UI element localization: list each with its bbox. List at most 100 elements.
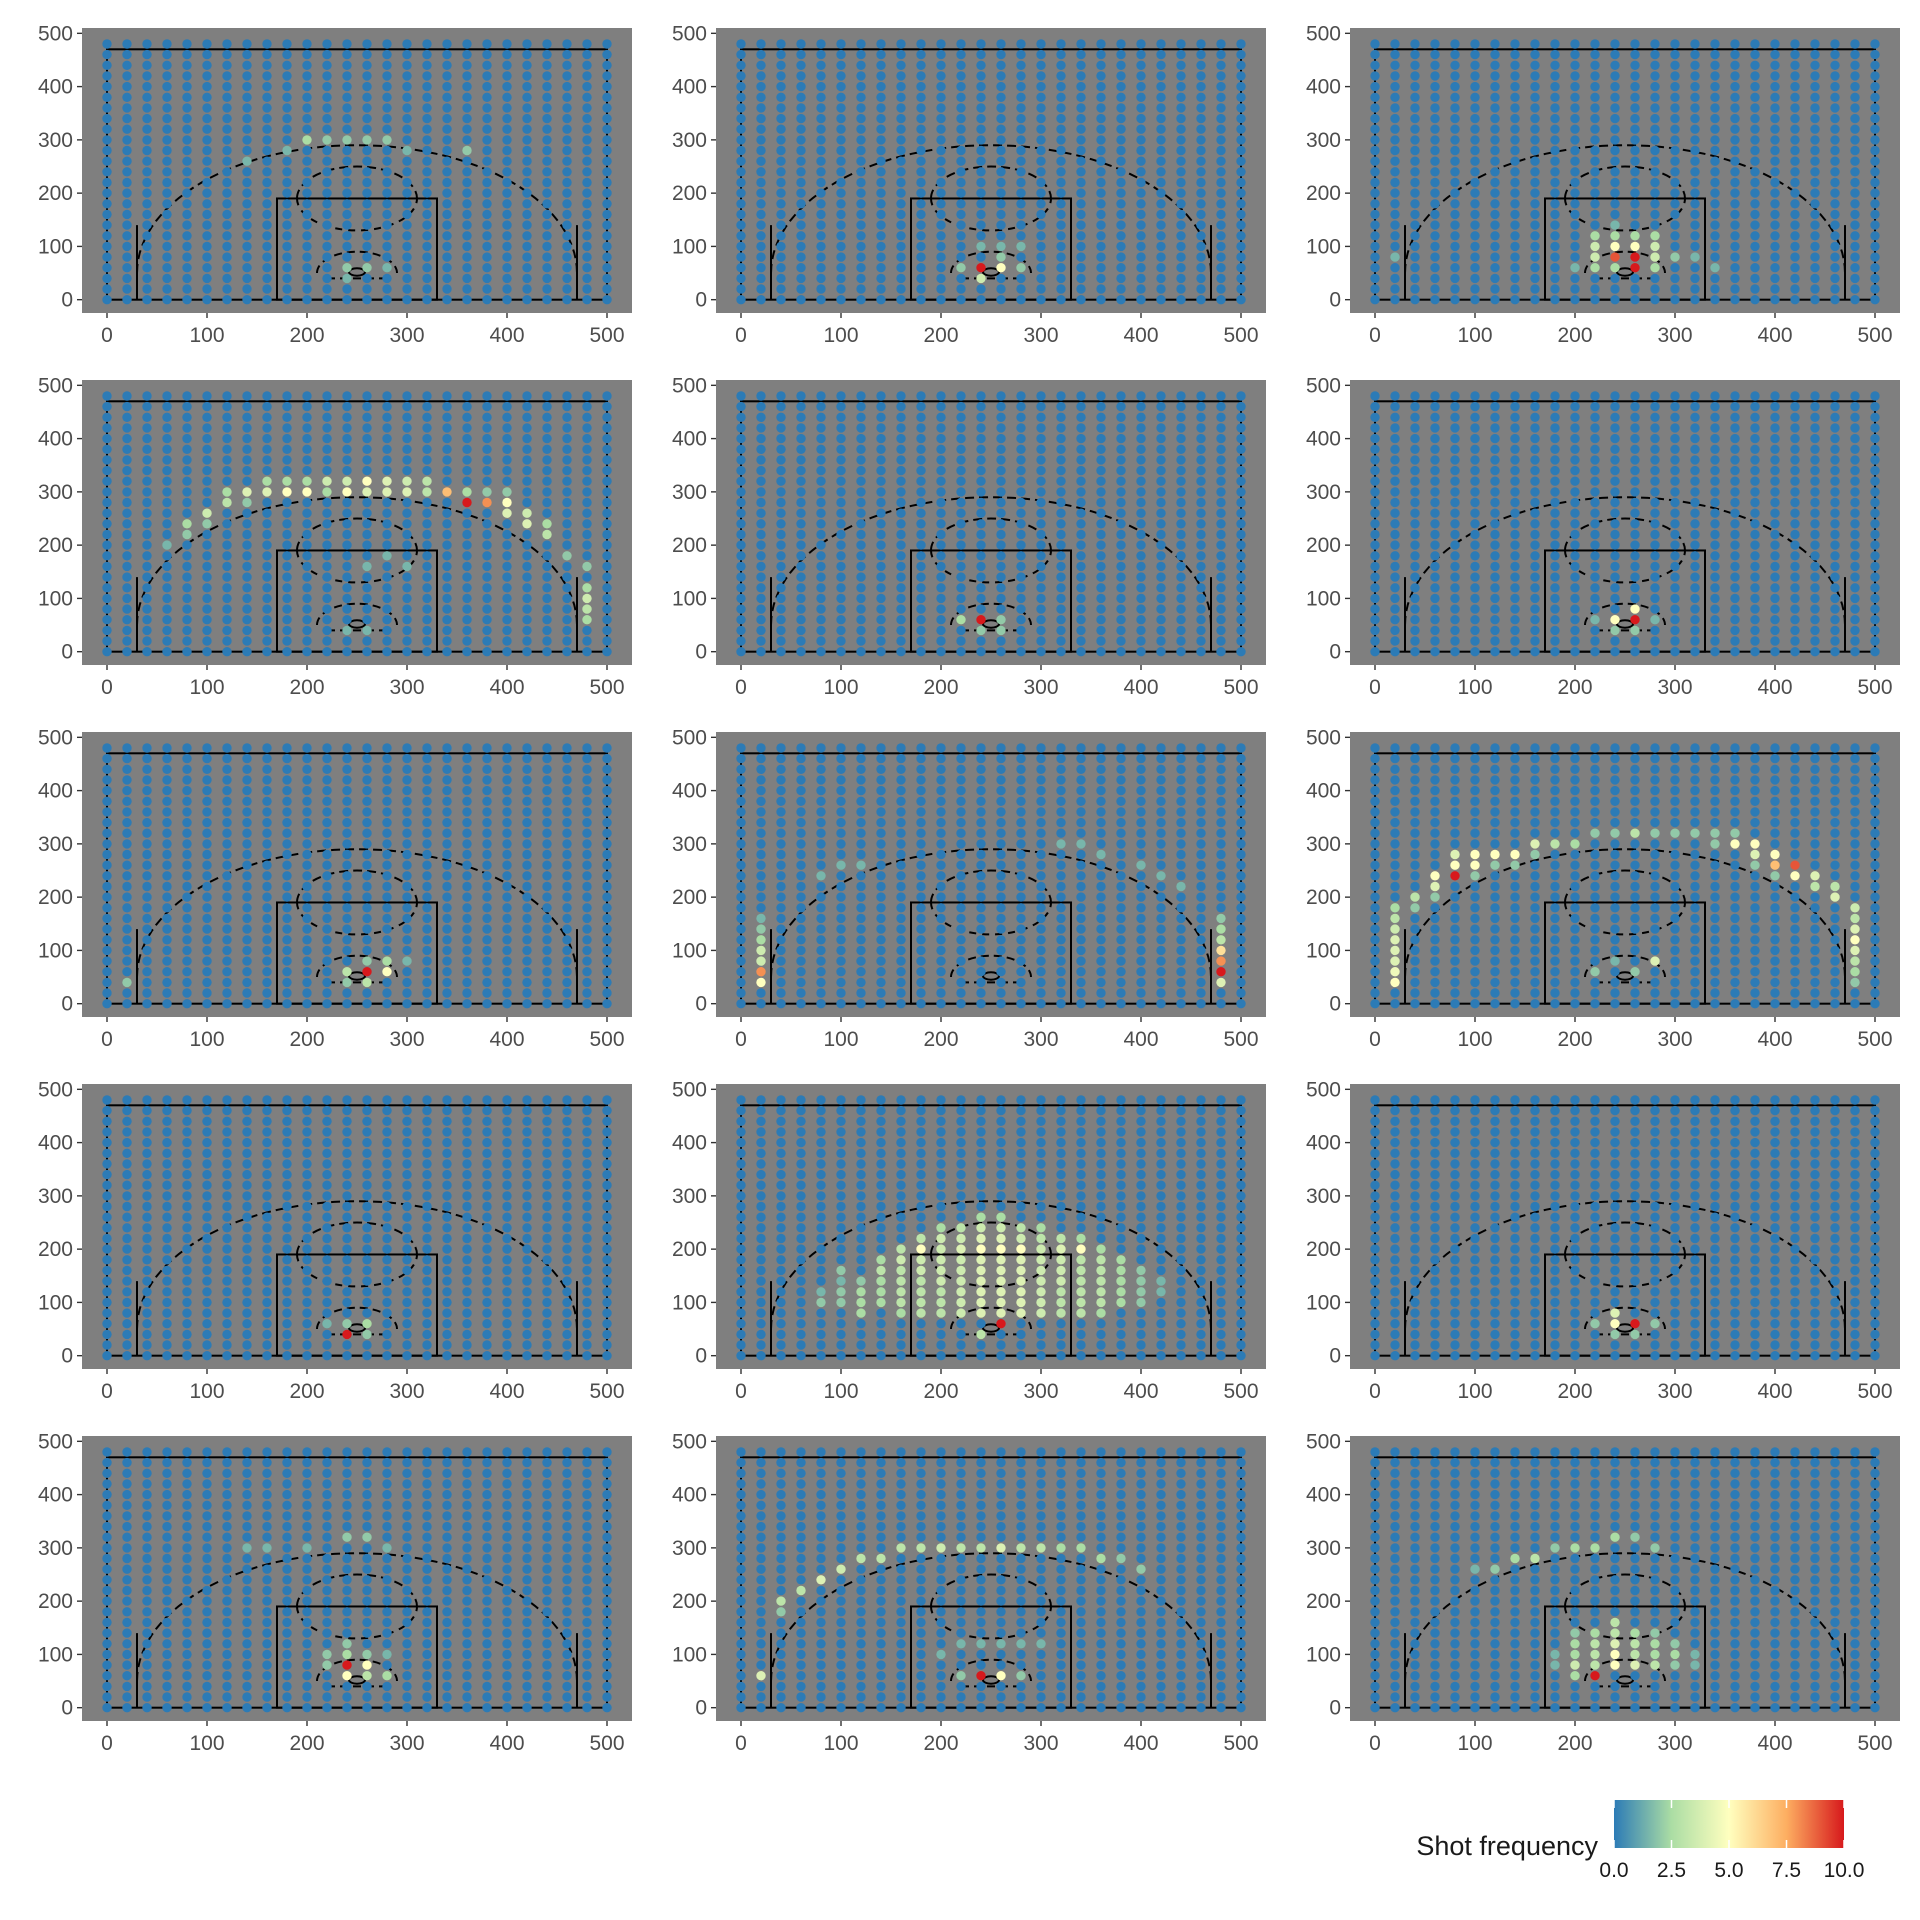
shot-point bbox=[936, 284, 946, 294]
shot-point bbox=[462, 156, 472, 166]
shot-point bbox=[542, 945, 552, 956]
shot-point bbox=[502, 988, 512, 998]
shot-point bbox=[756, 444, 766, 454]
shot-point bbox=[1690, 92, 1700, 103]
shot-point bbox=[976, 103, 986, 113]
shot-point bbox=[602, 625, 612, 636]
shot-point bbox=[142, 529, 152, 540]
shot-point bbox=[162, 49, 172, 60]
shot-point bbox=[542, 977, 552, 988]
shot-point bbox=[1830, 391, 1840, 401]
shot-point bbox=[1750, 135, 1760, 145]
shot-point bbox=[1116, 156, 1126, 166]
shot-point bbox=[262, 519, 272, 529]
shot-point bbox=[1236, 476, 1246, 486]
shot-point bbox=[202, 977, 212, 988]
shot-point bbox=[1056, 497, 1066, 508]
shot-point bbox=[856, 828, 866, 838]
shot-point bbox=[1530, 263, 1540, 273]
shot-point bbox=[1630, 241, 1640, 252]
shot-point bbox=[1590, 167, 1600, 177]
shot-point bbox=[602, 103, 612, 113]
shot-point bbox=[1810, 615, 1820, 625]
shot-point bbox=[322, 999, 332, 1009]
shot-point bbox=[502, 817, 512, 828]
shot-point bbox=[1730, 593, 1740, 604]
shot-point bbox=[582, 881, 592, 892]
shot-point bbox=[816, 188, 826, 198]
shot-point bbox=[776, 967, 786, 977]
shot-point bbox=[816, 892, 826, 902]
shot-point bbox=[856, 156, 866, 166]
shot-point bbox=[1850, 529, 1860, 540]
shot-point bbox=[262, 551, 272, 561]
shot-point bbox=[1036, 476, 1046, 486]
shot-point bbox=[422, 828, 432, 838]
shot-point bbox=[976, 135, 986, 145]
shot-point bbox=[242, 263, 252, 273]
shot-point bbox=[1410, 433, 1420, 444]
shot-point bbox=[1590, 199, 1600, 209]
shot-point bbox=[1176, 529, 1186, 540]
shot-point bbox=[582, 892, 592, 902]
shot-point bbox=[182, 49, 192, 60]
shot-point bbox=[442, 551, 452, 561]
shot-point bbox=[1390, 647, 1400, 657]
shot-point bbox=[142, 615, 152, 625]
shot-point bbox=[876, 476, 886, 486]
shot-point bbox=[736, 423, 746, 433]
shot-point bbox=[1390, 113, 1400, 124]
three-point-arc bbox=[770, 848, 1212, 978]
shot-point bbox=[322, 881, 332, 892]
shot-point bbox=[1156, 615, 1166, 625]
shot-point bbox=[202, 156, 212, 166]
shot-point bbox=[422, 615, 432, 625]
shot-point bbox=[1096, 636, 1106, 646]
shot-point bbox=[976, 241, 986, 252]
y-tick-label: 100 bbox=[38, 939, 73, 962]
shot-point bbox=[736, 263, 746, 273]
shot-point bbox=[1056, 625, 1066, 636]
shot-point bbox=[442, 135, 452, 145]
shot-point bbox=[1750, 519, 1760, 529]
shot-point bbox=[1136, 391, 1146, 401]
shot-point bbox=[876, 49, 886, 60]
shot-point bbox=[1370, 273, 1380, 284]
shot-point bbox=[602, 785, 612, 796]
shot-point bbox=[836, 945, 846, 956]
shot-point bbox=[776, 92, 786, 103]
shot-point bbox=[1590, 60, 1600, 70]
shot-point bbox=[736, 935, 746, 945]
shot-point bbox=[1450, 529, 1460, 540]
shot-point bbox=[1490, 391, 1500, 401]
shot-point bbox=[342, 849, 352, 860]
shot-point bbox=[602, 487, 612, 497]
shot-point bbox=[956, 561, 966, 572]
shot-point bbox=[756, 625, 766, 636]
shot-point bbox=[736, 967, 746, 977]
shot-point bbox=[956, 199, 966, 209]
shot-point bbox=[936, 177, 946, 188]
shot-point bbox=[222, 977, 232, 988]
shot-point bbox=[262, 775, 272, 785]
shot-point bbox=[422, 423, 432, 433]
shot-point bbox=[282, 124, 292, 134]
shot-point bbox=[422, 593, 432, 604]
shot-point bbox=[282, 220, 292, 230]
shot-point bbox=[1136, 284, 1146, 294]
shot-point bbox=[382, 92, 392, 103]
shot-point bbox=[736, 71, 746, 81]
shot-point bbox=[1750, 540, 1760, 550]
shot-point bbox=[776, 945, 786, 956]
shot-point bbox=[1096, 551, 1106, 561]
shot-point bbox=[442, 252, 452, 262]
shot-point bbox=[582, 167, 592, 177]
three-point-arc bbox=[1404, 144, 1846, 274]
shot-point bbox=[1136, 444, 1146, 454]
shot-point bbox=[1730, 273, 1740, 284]
shot-point bbox=[1056, 540, 1066, 550]
shot-point bbox=[502, 423, 512, 433]
shot-point bbox=[1750, 156, 1760, 166]
shot-point bbox=[542, 508, 552, 518]
shot-point bbox=[1450, 167, 1460, 177]
